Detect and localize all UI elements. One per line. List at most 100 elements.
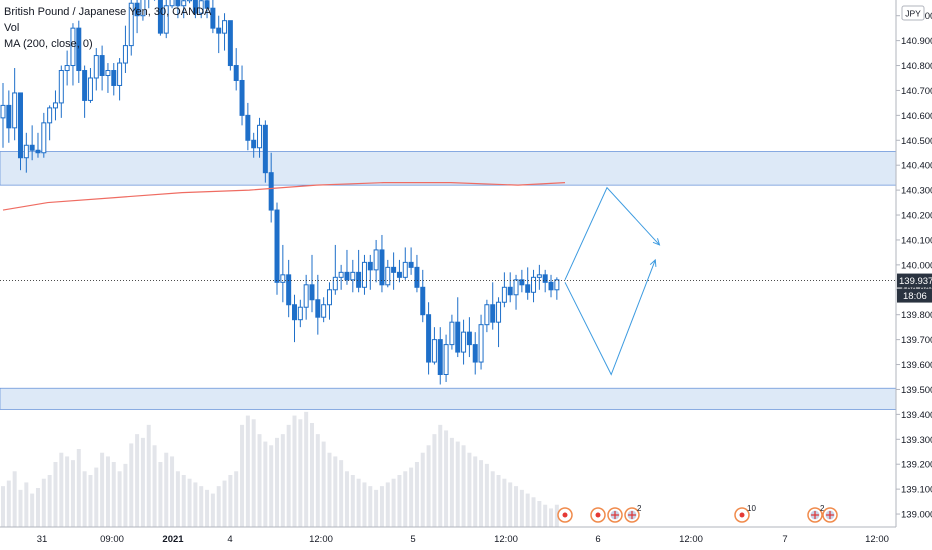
candle <box>0 82 6 148</box>
candle <box>87 68 93 103</box>
candle <box>6 90 12 143</box>
candle-body <box>396 271 402 278</box>
candle <box>82 65 88 118</box>
event-marker[interactable] <box>557 507 573 523</box>
volume-bar <box>368 486 373 527</box>
volume-bar <box>490 471 495 527</box>
volume-bar <box>24 482 29 527</box>
event-marker[interactable]: 2 <box>807 504 825 523</box>
candle-body <box>292 304 297 321</box>
candle <box>501 272 507 308</box>
candle-body <box>23 144 29 159</box>
candle <box>64 50 70 86</box>
candle <box>52 90 58 121</box>
candle-body <box>321 304 327 318</box>
candle-body <box>536 274 542 278</box>
volume-bar <box>339 460 344 527</box>
candle-body <box>128 2 134 47</box>
volume-bar <box>65 456 70 527</box>
volume-bar <box>140 437 145 527</box>
candle-body <box>52 102 58 109</box>
candle <box>303 274 309 320</box>
candle-body <box>105 70 111 76</box>
candle <box>111 63 117 96</box>
volume-bar <box>549 508 554 527</box>
candle <box>321 297 327 323</box>
currency-label: JPY <box>905 9 921 19</box>
candle <box>154 0 156 1</box>
event-marker[interactable] <box>607 507 623 523</box>
countdown-box <box>897 288 932 303</box>
candle <box>402 247 408 280</box>
countdown-label: 18:06 <box>903 291 927 302</box>
candle-body <box>519 279 525 286</box>
volume-bar <box>158 462 163 527</box>
volume-bar <box>432 434 437 527</box>
currency-button[interactable] <box>901 5 925 21</box>
price-tick-label: 139.700 <box>901 335 932 346</box>
candle-body <box>187 0 193 2</box>
volume-bar <box>403 471 408 527</box>
candle-body <box>461 331 467 353</box>
event-marker[interactable] <box>822 507 838 523</box>
volume-bar <box>455 441 460 527</box>
volume-bar <box>41 478 46 527</box>
candle-body <box>455 321 461 353</box>
candle-body <box>64 65 70 72</box>
volume-bar <box>164 452 169 527</box>
event-marker[interactable]: 10 <box>734 504 756 523</box>
candle <box>391 252 397 290</box>
candle <box>455 297 461 358</box>
candle <box>175 0 181 19</box>
candle <box>12 68 18 141</box>
candle <box>554 277 560 300</box>
price-tick-label: 140.500 <box>901 136 932 147</box>
volume-bar <box>82 471 87 527</box>
candle-body <box>350 271 356 281</box>
projection-arrow[interactable] <box>564 259 656 376</box>
candle-body <box>326 289 332 306</box>
candle <box>309 254 315 313</box>
candle-body <box>169 0 175 7</box>
candle-body <box>70 27 76 67</box>
event-marker[interactable]: 2 <box>624 504 642 523</box>
candle-body <box>0 104 6 119</box>
zone-rectangle[interactable] <box>0 387 897 410</box>
event-marker[interactable] <box>590 507 606 523</box>
price-tick-label: 139.000 <box>901 510 932 521</box>
volume-bar <box>473 456 478 527</box>
candle-body <box>408 261 414 268</box>
candle-body <box>140 0 146 17</box>
candle <box>41 112 47 158</box>
volume-bar <box>420 452 425 527</box>
volume-bar <box>135 434 140 527</box>
zone-rectangle[interactable] <box>0 151 897 186</box>
candle <box>420 269 426 323</box>
candle-body <box>426 314 432 363</box>
candle <box>414 254 420 293</box>
volume-bar <box>152 445 157 527</box>
volume-bar <box>449 437 454 527</box>
candle <box>268 152 274 223</box>
event-count-label: 2 <box>820 504 825 513</box>
volume-bar <box>414 462 419 527</box>
candle <box>262 120 268 183</box>
candle <box>76 20 82 83</box>
candle-body <box>420 286 426 316</box>
candle-body <box>478 324 484 363</box>
projection-arrow[interactable] <box>564 186 660 281</box>
candle-body <box>268 172 274 211</box>
price-tick-label: 140.400 <box>901 161 932 172</box>
candle <box>490 282 496 330</box>
candle-body <box>198 0 204 14</box>
candle <box>140 0 146 21</box>
candle-body <box>332 276 338 291</box>
candle-body <box>216 27 222 34</box>
candle <box>297 299 303 328</box>
candle <box>542 269 548 293</box>
volume-bar <box>187 478 192 527</box>
candle-body <box>338 271 344 278</box>
candle <box>531 269 537 303</box>
